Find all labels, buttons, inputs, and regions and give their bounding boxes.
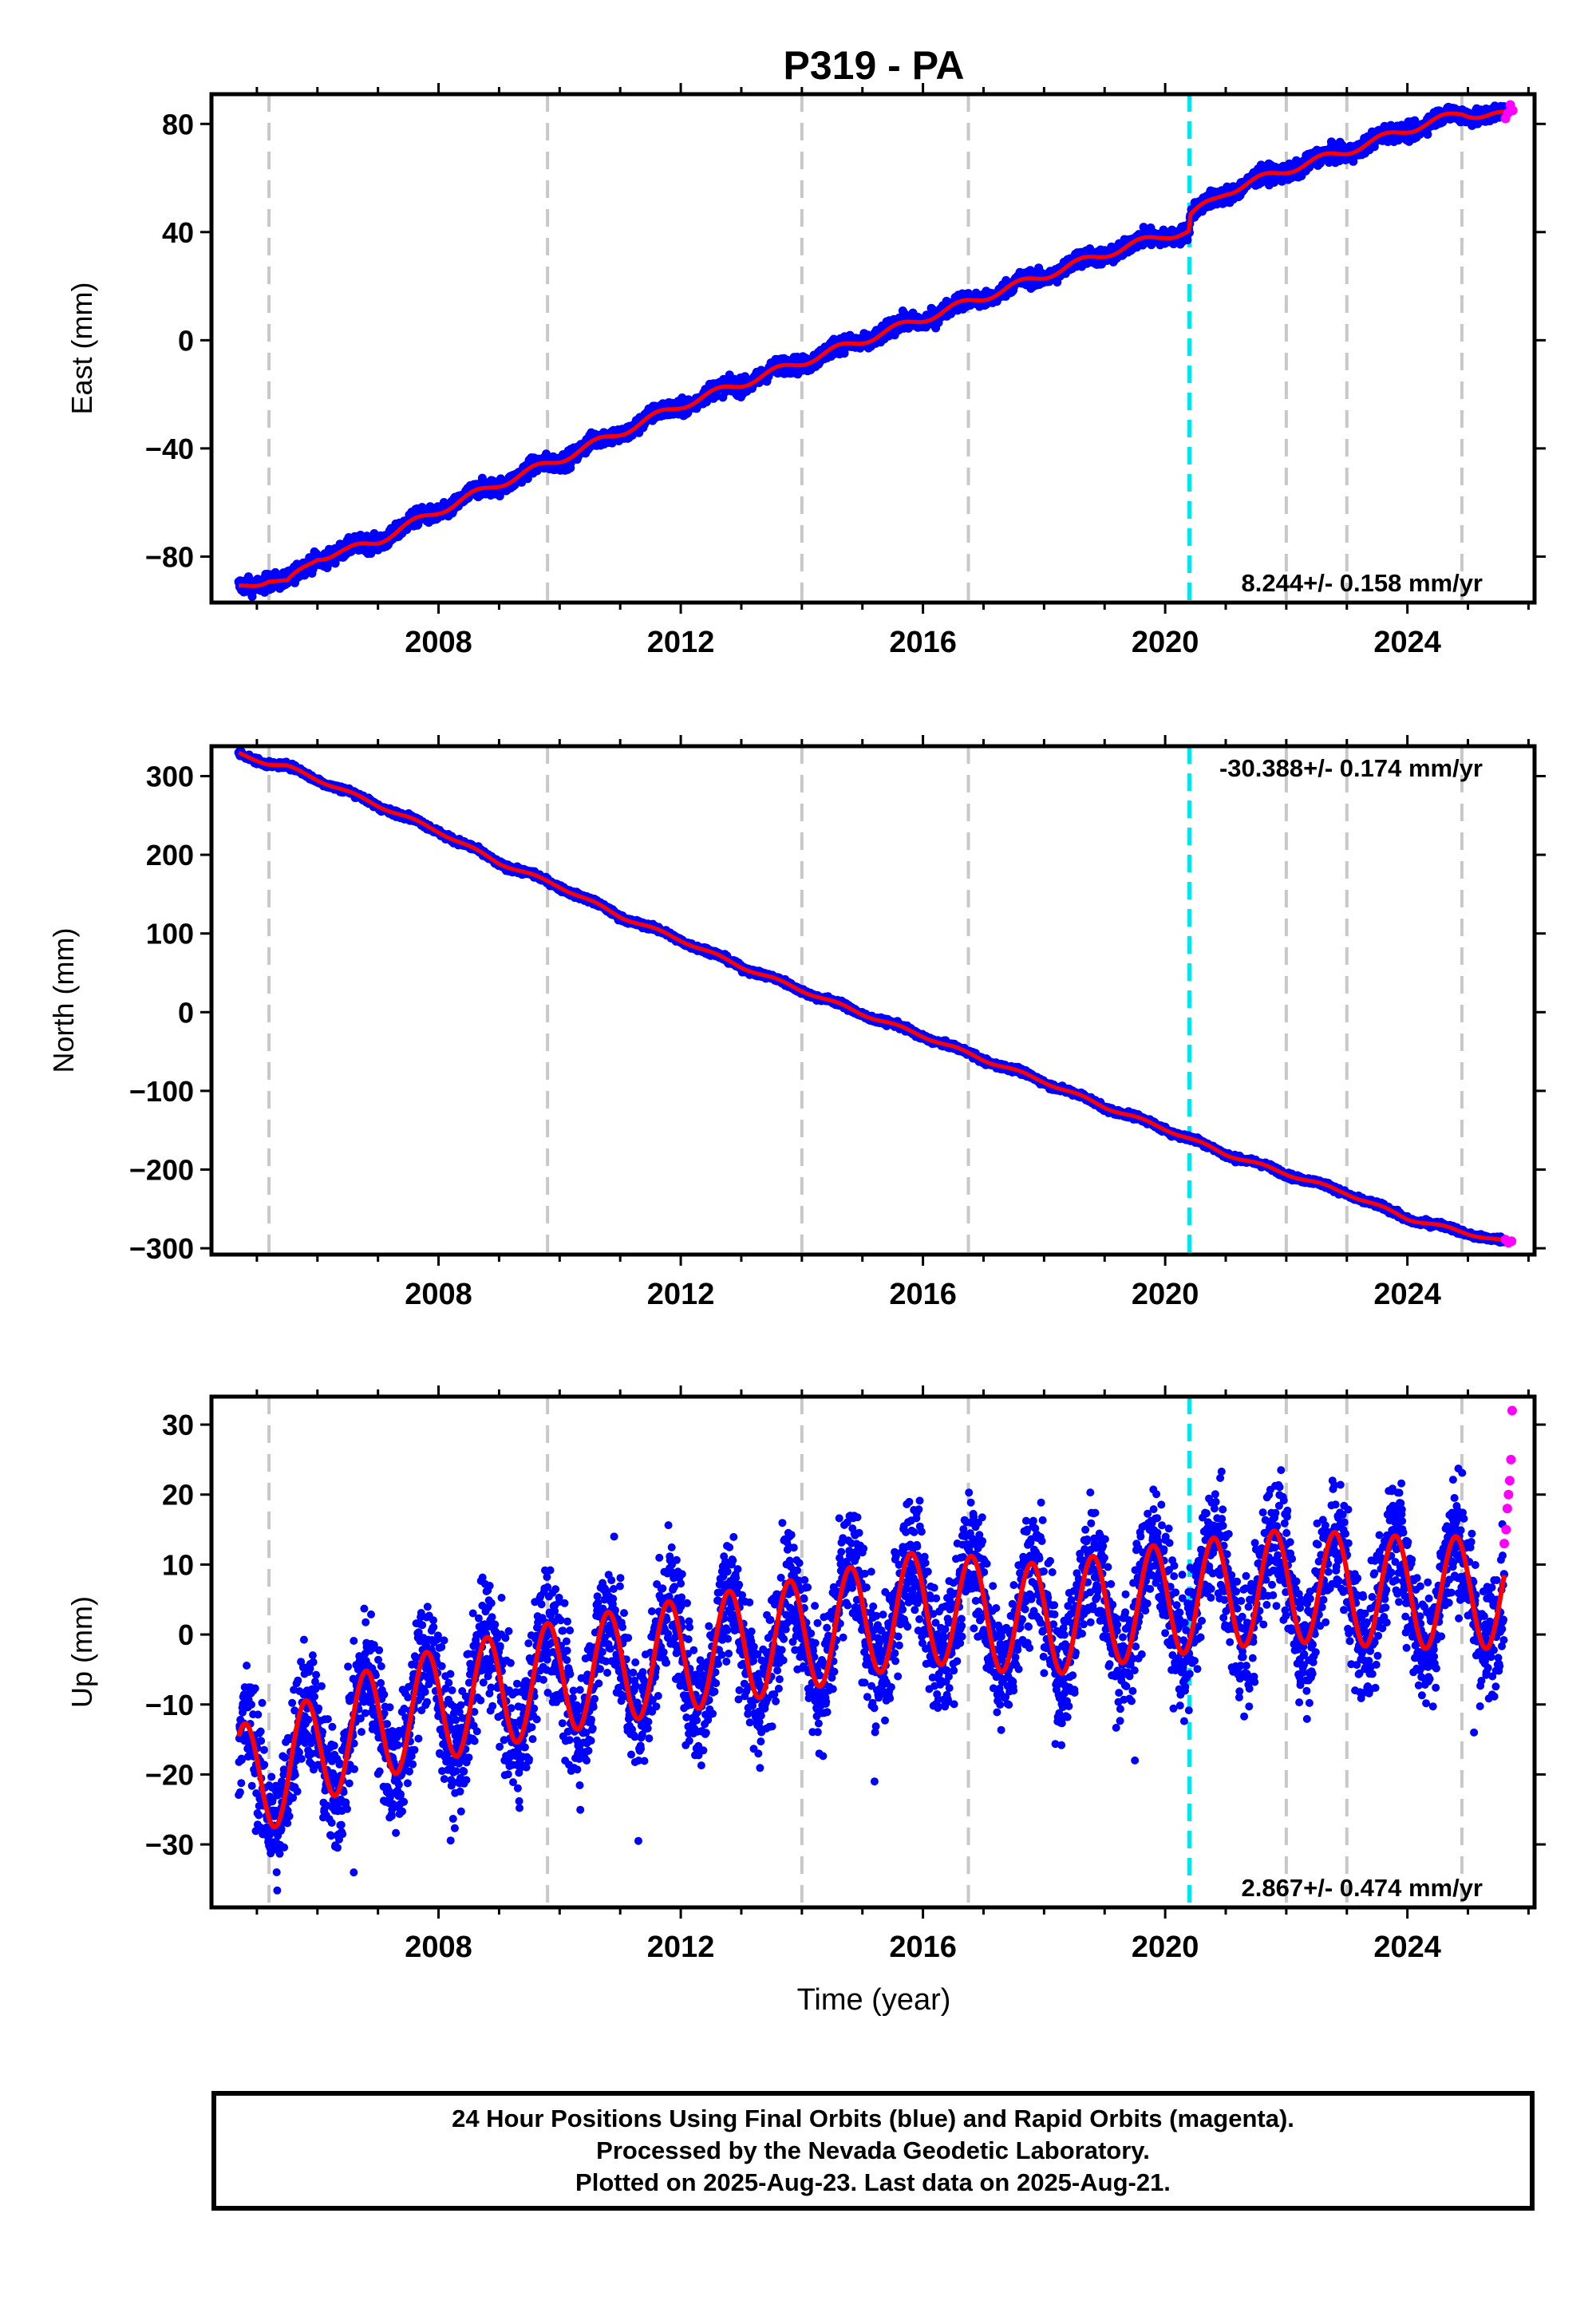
figure-title: P319 - PA [784,43,965,88]
east-event-lines [267,94,1464,603]
east-final-position-point [247,592,257,601]
east-x-tick-label: 2024 [1373,626,1441,659]
east-y-tick-label: 40 [162,216,194,249]
east-rate-label: 8.244+/- 0.158 mm/yr [1242,569,1483,597]
east-y-axis-label: East (mm) [65,283,98,415]
east-x-tick-label: 2008 [405,626,472,659]
east-final-positions [234,101,1509,601]
east-y-tick-label: 80 [162,108,194,140]
east-y-tick-label: 0 [178,324,194,357]
east-y-tick-label: −40 [145,433,194,465]
east-panel: −80 −40 0 40 80 2008 2012 2016 2020 2024 East (m… [65,83,1546,659]
east-y-tick-labels: −80 −40 0 40 80 [145,108,194,573]
east-x-tick-labels: 2008 2012 2016 2020 2024 [405,626,1441,659]
east-final-position-point [1423,129,1432,139]
east-y-tick-label: −80 [145,540,194,573]
east-x-tick-label: 2016 [889,626,957,659]
east-x-tick-label: 2012 [647,626,715,659]
north-final-positions [234,747,1509,1247]
east-rapid-position-point [1507,105,1518,116]
east-x-tick-label: 2020 [1132,626,1199,659]
